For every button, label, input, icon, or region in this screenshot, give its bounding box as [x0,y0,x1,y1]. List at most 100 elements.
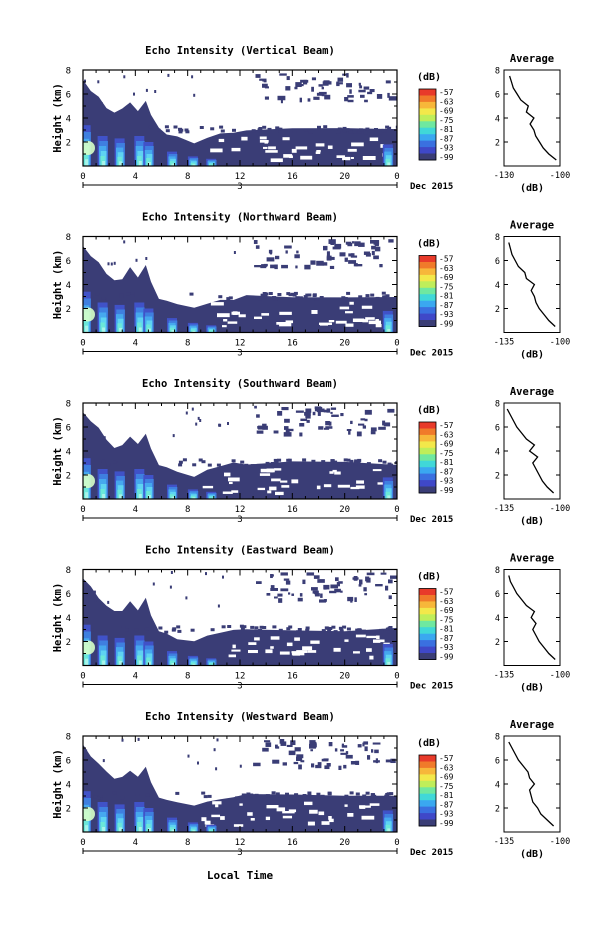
colorbar-segment [419,287,436,295]
day-label: 3 [237,848,242,858]
colorbar-unit: (dB) [417,72,441,83]
average-x-tick-label: -100 [550,671,570,681]
colorbar-segment [419,101,436,109]
colorbar-segment [419,653,436,660]
average-y-tick-label: 6 [495,91,500,101]
average-x-tick-label: -135 [494,671,514,681]
date-label: Dec 2015 [410,682,453,692]
y-tick-label: 2 [66,139,71,149]
colorbar-segment [419,460,436,468]
average-x-label: (dB) [520,183,544,194]
panel-title: Echo Intensity (Southward Beam) [142,378,338,390]
x-tick-label: 8 [185,672,190,682]
colorbar-segment [419,813,436,821]
x-tick-label: 0 [394,339,399,349]
average-profile-line [508,75,557,161]
average-y-tick-label: 6 [495,590,500,600]
average-title: Average [510,386,554,398]
x-tick-label: 12 [235,838,246,848]
x-tick-label: 12 [235,339,246,349]
colorbar-tick-label: -57 [439,255,454,264]
x-tick-label: 20 [339,672,350,682]
average-y-tick-label: 2 [495,139,500,149]
x-tick-label: 20 [339,505,350,515]
colorbar-segment [419,454,436,462]
panel-title: Echo Intensity (Northward Beam) [142,212,338,224]
x-tick-label: 20 [339,838,350,848]
average-x-tick-label: -130 [494,171,514,181]
y-axis-label: Height (km) [52,416,64,486]
colorbar-tick-label: -57 [439,754,454,763]
colorbar-segment [419,588,436,596]
y-tick-label: 2 [66,638,71,648]
average-y-tick-label: 6 [495,424,500,434]
average-frame [503,735,561,833]
colorbar-segment [419,607,436,615]
colorbar-segment [419,108,436,116]
average-y-tick-label: 6 [495,257,500,267]
colorbar-tick-label: -69 [439,440,454,449]
average-x-label: (dB) [520,683,544,694]
colorbar-tick-label: -93 [439,810,454,819]
x-tick-label: 0 [80,339,85,349]
y-tick-label: 8 [66,566,71,576]
y-tick-label: 2 [66,305,71,315]
colorbar-segment [419,127,436,135]
colorbar-tick-label: -81 [439,625,454,634]
x-tick-label: 20 [339,339,350,349]
average-y-tick-label: 4 [495,448,500,458]
x-tick-label: 16 [287,838,298,848]
heatmap-body [83,239,397,333]
x-tick-label: 8 [185,339,190,349]
y-tick-label: 8 [66,733,71,743]
average-y-tick-label: 8 [495,566,500,576]
colorbar-unit: (dB) [417,572,441,583]
colorbar-tick-label: -93 [439,477,454,486]
y-axis-label: Height (km) [52,583,64,653]
x-tick-label: 12 [235,505,246,515]
colorbar-tick-label: -75 [439,282,454,291]
heatmap-body [83,73,397,166]
x-tick-label: 4 [133,505,138,515]
y-tick-label: 4 [66,614,71,624]
average-y-tick-label: 4 [495,614,500,624]
average-frame [503,236,561,333]
date-label: Dec 2015 [410,349,453,359]
x-tick-label: 8 [185,172,190,182]
x-tick-label: 4 [133,172,138,182]
colorbar-segment [419,761,436,769]
colorbar-tick-label: -69 [439,273,454,282]
colorbar-tick-label: -93 [439,643,454,652]
colorbar-segment [419,793,436,801]
y-tick-label: 8 [66,233,71,243]
y-tick-label: 8 [66,67,71,77]
day-label: 3 [237,182,242,192]
average-x-tick-label: -135 [494,504,514,514]
average-y-tick-label: 8 [495,67,500,77]
colorbar-segment [419,268,436,276]
y-tick-label: 6 [66,424,71,434]
colorbar-tick-label: -63 [439,763,454,772]
average-y-tick-label: 2 [495,805,500,815]
average-x-tick-label: -100 [550,504,570,514]
colorbar-segment [419,121,436,129]
average-y-tick-label: 8 [495,733,500,743]
average-profile-line [506,408,555,494]
x-tick-label: 16 [287,505,298,515]
colorbar-tick-label: -87 [439,301,454,310]
average-title: Average [510,220,554,232]
echo-region [83,578,397,666]
x-tick-label: 0 [394,172,399,182]
colorbar-segment [419,147,436,155]
average-title: Average [510,553,554,565]
panel-5: Echo Intensity (Westward Beam)2468Height… [52,711,570,860]
colorbar-segment [419,819,436,827]
panel-2: Echo Intensity (Northward Beam)2468Heigh… [52,212,570,361]
average-y-tick-label: 2 [495,305,500,315]
x-tick-label: 4 [133,339,138,349]
colorbar-segment [419,320,436,327]
average-x-tick-label: -100 [550,171,570,181]
colorbar-segment [419,755,436,762]
colorbar-tick-label: -63 [439,597,454,606]
